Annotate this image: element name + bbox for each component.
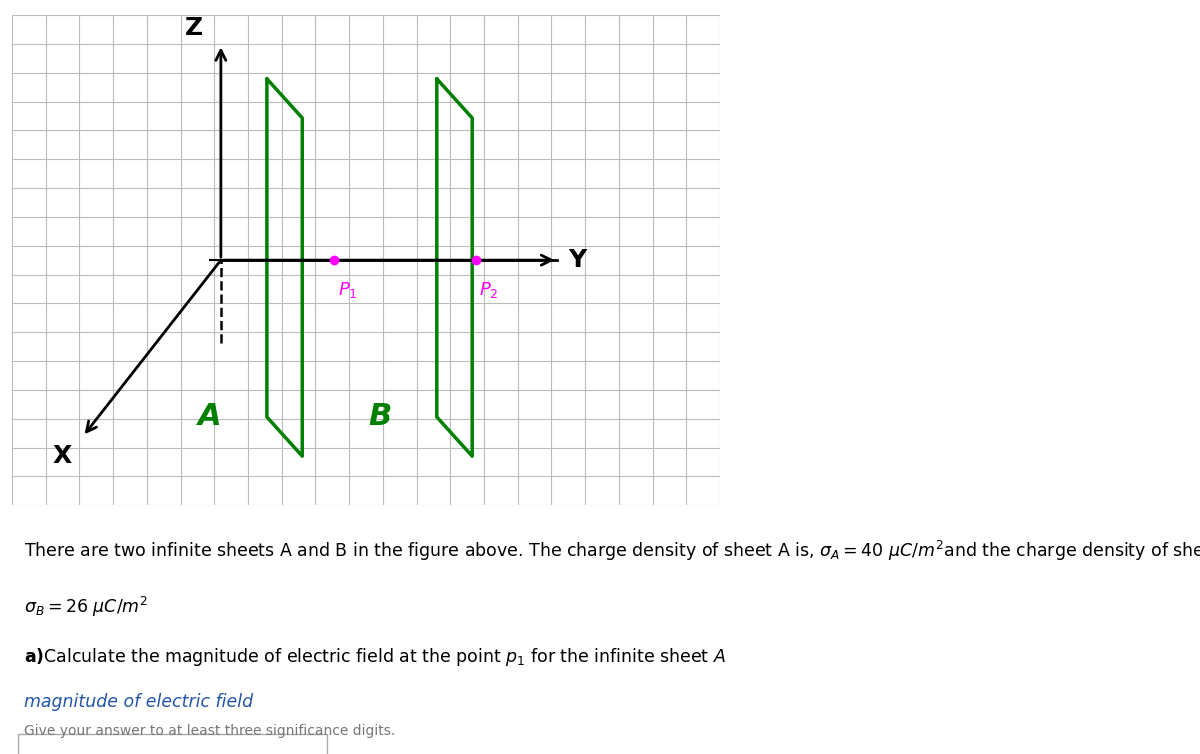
Text: Give your answer to at least three significance digits.: Give your answer to at least three signi… (24, 724, 395, 737)
Text: X: X (53, 444, 72, 468)
Text: A: A (198, 403, 222, 431)
FancyBboxPatch shape (18, 734, 326, 754)
Text: B: B (368, 403, 391, 431)
Text: Z: Z (185, 16, 203, 40)
Text: There are two infinite sheets A and B in the figure above. The charge density of: There are two infinite sheets A and B in… (24, 539, 1200, 563)
Text: $\bf{a)}$Calculate the magnitude of electric field at the point $p_1$ for the in: $\bf{a)}$Calculate the magnitude of elec… (24, 646, 726, 669)
Text: $P_2$: $P_2$ (479, 280, 499, 300)
Text: $\sigma_B = 26\ \mu C/m^2$: $\sigma_B = 26\ \mu C/m^2$ (24, 595, 148, 619)
Text: $P_1$: $P_1$ (337, 280, 358, 300)
Text: magnitude of electric field: magnitude of electric field (24, 693, 253, 711)
Text: Y: Y (568, 248, 586, 272)
